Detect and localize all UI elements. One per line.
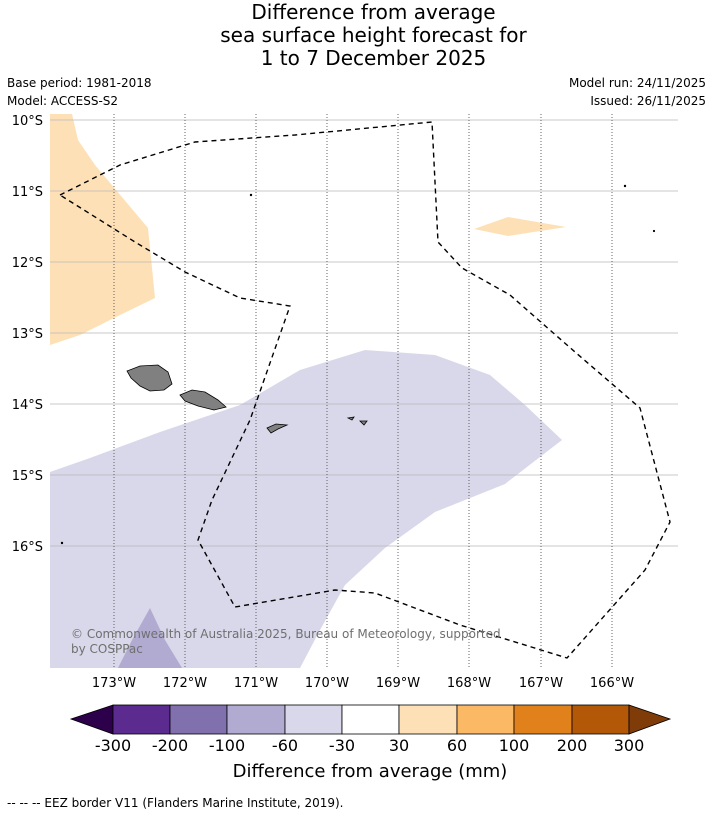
- lat-label: 11°S: [12, 185, 43, 200]
- meta-left: Base period: 1981-2018 Model: ACCESS-S2: [7, 74, 152, 110]
- island-manua-1: [346, 416, 355, 421]
- colorbar: [69, 704, 672, 735]
- longitude-labels: 173°W 172°W 171°W 170°W 169°W 168°W 167°…: [92, 676, 634, 691]
- lon-label: 171°W: [234, 676, 278, 691]
- map-plot-area: [50, 114, 678, 668]
- anomaly-region-positive-east: [474, 217, 566, 236]
- lat-label: 10°S: [12, 114, 43, 129]
- anomaly-region-strong-negative: [118, 608, 182, 668]
- lat-label: 16°S: [12, 540, 43, 555]
- map-title: Difference from average sea surface heig…: [0, 1, 713, 70]
- colorbar-swatch: [341, 704, 400, 735]
- colorbar-swatch: [513, 704, 573, 735]
- base-period: Base period: 1981-2018: [7, 76, 152, 90]
- meta-right: Model run: 24/11/2025 Issued: 26/11/2025: [569, 74, 706, 110]
- colorbar-swatch: [226, 704, 286, 735]
- island-manua-2: [359, 420, 368, 426]
- lat-label: 12°S: [12, 256, 43, 271]
- colorbar-swatch: [169, 704, 228, 735]
- island-swains: [249, 193, 253, 197]
- issued-date: Issued: 26/11/2025: [590, 94, 706, 108]
- eez-legend-note: -- -- -- EEZ border V11 (Flanders Marine…: [7, 796, 344, 810]
- lon-label: 172°W: [163, 676, 207, 691]
- colorbar-swatch: [456, 704, 515, 735]
- colorbar-tick-label: 300: [613, 736, 645, 755]
- colorbar-swatch: [398, 704, 458, 735]
- island-upolu: [179, 389, 227, 411]
- graticule: [50, 119, 678, 547]
- colorbar-tick-label: -100: [208, 736, 246, 755]
- colorbar-tick-label: 30: [388, 736, 410, 755]
- island-small-east-1: [623, 184, 627, 188]
- island-savaii: [126, 364, 173, 392]
- colorbar-extend-high: [628, 704, 672, 735]
- colorbar-tick-label: 60: [446, 736, 468, 755]
- model-run: Model run: 24/11/2025: [568, 76, 706, 90]
- anomaly-region-negative: [50, 350, 562, 668]
- lon-label: 170°W: [305, 676, 349, 691]
- eez-border-samoa: [58, 121, 671, 659]
- lat-label: 13°S: [12, 327, 43, 342]
- island-small-sw: [60, 541, 64, 545]
- model-name: Model: ACCESS-S2: [7, 94, 119, 108]
- island-tutuila: [266, 423, 289, 434]
- lat-label: 14°S: [12, 398, 43, 413]
- colorbar-tick-label: -30: [328, 736, 356, 755]
- title-line-1: Difference from average: [251, 0, 496, 24]
- eez-borders: [58, 121, 671, 659]
- colorbar-title: Difference from average (mm): [232, 761, 508, 782]
- anomaly-region-positive-west: [50, 114, 155, 345]
- land-masses: [60, 184, 656, 545]
- copyright-line-1: © Commonwealth of Australia 2025, Bureau…: [71, 627, 501, 641]
- colorbar-tick-label: 100: [498, 736, 530, 755]
- meridians: [113, 114, 613, 668]
- colorbar-extend-low: [69, 704, 114, 735]
- colorbar-tick-label: 200: [556, 736, 588, 755]
- title-line-2: sea surface height forecast for: [220, 23, 527, 47]
- colorbar-swatch: [571, 704, 630, 735]
- copyright-line-2: by COSPPac: [71, 642, 143, 656]
- lon-label: 168°W: [447, 676, 491, 691]
- colorbar-swatch: [284, 704, 343, 735]
- colorbar-swatch: [112, 704, 171, 735]
- colorbar-tick-label: -300: [94, 736, 132, 755]
- lat-label: 15°S: [12, 469, 43, 484]
- lon-label: 173°W: [92, 676, 136, 691]
- lon-label: 166°W: [590, 676, 634, 691]
- island-small-east-2: [652, 229, 656, 233]
- title-line-3: 1 to 7 December 2025: [260, 46, 487, 70]
- latitude-labels: 10°S 11°S 12°S 13°S 14°S 15°S 16°S: [12, 114, 43, 555]
- lon-label: 169°W: [376, 676, 420, 691]
- colorbar-tick-label: -60: [271, 736, 299, 755]
- lon-label: 167°W: [519, 676, 563, 691]
- colorbar-tick-label: -200: [151, 736, 189, 755]
